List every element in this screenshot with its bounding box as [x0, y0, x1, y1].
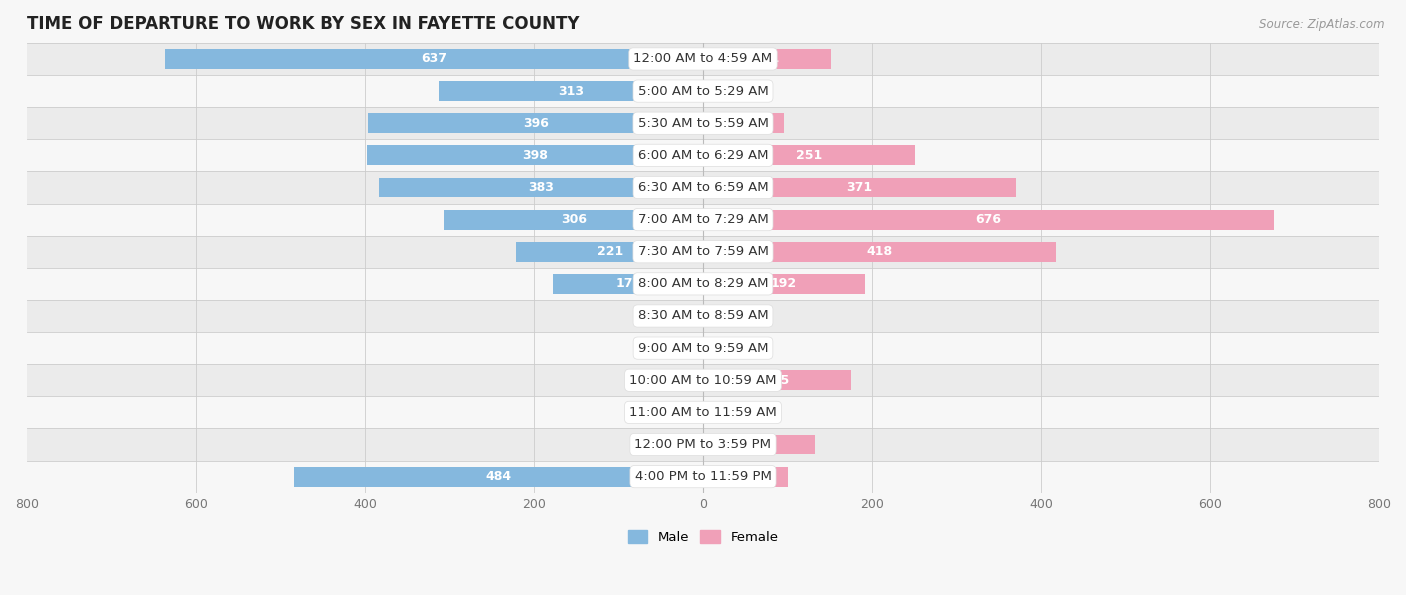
Text: 175: 175 — [763, 374, 790, 387]
Text: 676: 676 — [976, 213, 1001, 226]
Bar — [294, 466, 703, 487]
Bar — [27, 461, 1379, 493]
Text: 39: 39 — [711, 342, 728, 355]
Text: 101: 101 — [733, 470, 759, 483]
Bar — [703, 466, 789, 487]
Bar — [27, 364, 1379, 396]
Text: 637: 637 — [420, 52, 447, 65]
Text: 47: 47 — [714, 309, 731, 322]
Text: 396: 396 — [523, 117, 548, 130]
Bar — [439, 81, 703, 101]
Bar — [27, 107, 1379, 139]
Text: 7:30 AM to 7:59 AM: 7:30 AM to 7:59 AM — [637, 245, 769, 258]
Text: 9:00 AM to 9:59 AM: 9:00 AM to 9:59 AM — [638, 342, 768, 355]
Bar — [697, 338, 703, 358]
Bar — [368, 113, 703, 133]
Text: 8:30 AM to 8:59 AM: 8:30 AM to 8:59 AM — [638, 309, 768, 322]
Bar — [516, 242, 703, 262]
Bar — [703, 145, 915, 165]
Bar — [703, 242, 1056, 262]
Bar — [27, 139, 1379, 171]
Text: 151: 151 — [754, 52, 780, 65]
Bar — [27, 332, 1379, 364]
Text: 8:00 AM to 8:29 AM: 8:00 AM to 8:29 AM — [638, 277, 768, 290]
Text: Source: ZipAtlas.com: Source: ZipAtlas.com — [1260, 18, 1385, 31]
Bar — [27, 300, 1379, 332]
Text: 313: 313 — [558, 84, 583, 98]
Bar — [27, 75, 1379, 107]
Bar — [27, 396, 1379, 428]
Text: 132: 132 — [745, 438, 772, 451]
Text: 2: 2 — [689, 374, 696, 387]
Bar — [27, 171, 1379, 203]
Bar — [703, 338, 735, 358]
Text: 26: 26 — [730, 84, 745, 98]
Bar — [380, 177, 703, 198]
Bar — [27, 428, 1379, 461]
Text: 371: 371 — [846, 181, 873, 194]
Text: 10:00 AM to 10:59 AM: 10:00 AM to 10:59 AM — [630, 374, 776, 387]
Bar — [703, 209, 1274, 230]
Bar — [703, 370, 851, 390]
Bar — [367, 145, 703, 165]
Bar — [697, 402, 703, 422]
Text: 11:00 AM to 11:59 AM: 11:00 AM to 11:59 AM — [628, 406, 778, 419]
Text: 96: 96 — [735, 117, 752, 130]
Bar — [696, 306, 703, 326]
Text: 6: 6 — [685, 406, 693, 419]
Bar — [662, 434, 703, 455]
Text: 221: 221 — [596, 245, 623, 258]
Bar — [703, 306, 742, 326]
Text: 49: 49 — [673, 438, 690, 451]
Bar — [702, 370, 703, 390]
Text: 192: 192 — [770, 277, 797, 290]
Text: 6:30 AM to 6:59 AM: 6:30 AM to 6:59 AM — [638, 181, 768, 194]
Text: 383: 383 — [529, 181, 554, 194]
Bar — [703, 113, 785, 133]
Text: 12:00 PM to 3:59 PM: 12:00 PM to 3:59 PM — [634, 438, 772, 451]
Bar — [554, 274, 703, 294]
Bar — [703, 434, 814, 455]
Text: 7:00 AM to 7:29 AM: 7:00 AM to 7:29 AM — [638, 213, 768, 226]
Text: 7: 7 — [683, 342, 692, 355]
Text: 0: 0 — [709, 406, 716, 419]
Bar — [703, 177, 1017, 198]
Text: 5:30 AM to 5:59 AM: 5:30 AM to 5:59 AM — [637, 117, 769, 130]
Text: 8: 8 — [683, 309, 692, 322]
Text: 6:00 AM to 6:29 AM: 6:00 AM to 6:29 AM — [638, 149, 768, 162]
Bar — [703, 49, 831, 69]
Text: 5:00 AM to 5:29 AM: 5:00 AM to 5:29 AM — [638, 84, 768, 98]
Bar — [703, 81, 725, 101]
Bar — [165, 49, 703, 69]
Bar — [27, 268, 1379, 300]
Bar — [27, 43, 1379, 75]
Bar — [27, 203, 1379, 236]
Text: 484: 484 — [485, 470, 512, 483]
Text: 306: 306 — [561, 213, 586, 226]
Bar — [27, 236, 1379, 268]
Legend: Male, Female: Male, Female — [623, 524, 783, 549]
Text: 251: 251 — [796, 149, 823, 162]
Text: 398: 398 — [522, 149, 548, 162]
Text: 177: 177 — [614, 277, 641, 290]
Text: 418: 418 — [866, 245, 893, 258]
Text: TIME OF DEPARTURE TO WORK BY SEX IN FAYETTE COUNTY: TIME OF DEPARTURE TO WORK BY SEX IN FAYE… — [27, 15, 579, 33]
Bar — [444, 209, 703, 230]
Bar — [703, 274, 865, 294]
Text: 4:00 PM to 11:59 PM: 4:00 PM to 11:59 PM — [634, 470, 772, 483]
Text: 12:00 AM to 4:59 AM: 12:00 AM to 4:59 AM — [634, 52, 772, 65]
